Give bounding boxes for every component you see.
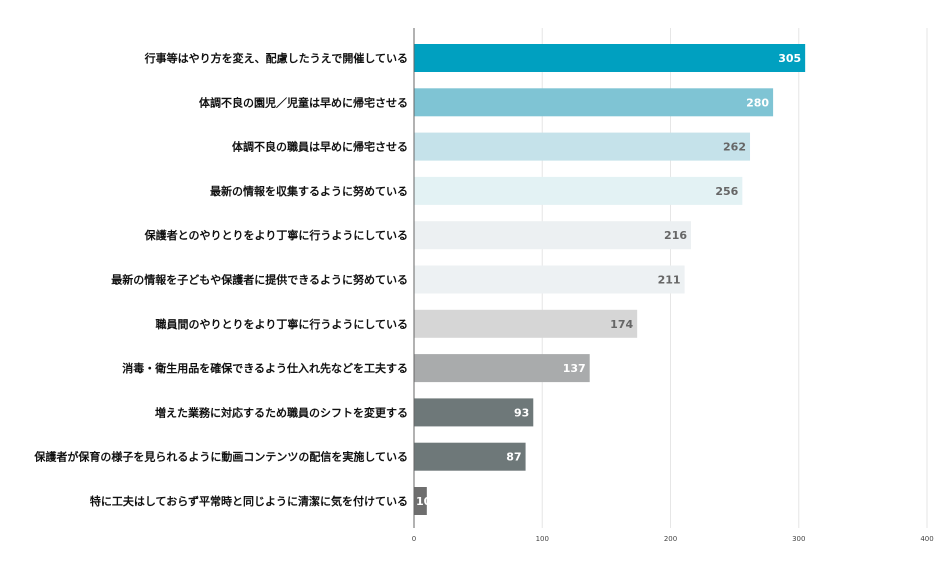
value-label: 93 [514,406,529,419]
category-label: 体調不良の職員は早めに帰宅させる [232,140,408,154]
value-labels: 305 280 262 256 216 211 174 137 93 87 10 [416,52,801,508]
bars [414,44,806,515]
x-axis-ticks: 0 100 200 300 400 [412,535,934,543]
category-label: 職員間のやりとりをより丁寧に行うようにしている [156,317,408,331]
category-labels: 行事等はやり方を変え、配慮したうえで開催している体調不良の園児／児童は早めに帰宅… [33,51,408,508]
bar [414,221,692,250]
value-label: 211 [658,274,681,287]
x-tick-label: 200 [664,535,677,543]
bar [414,44,806,72]
value-label: 87 [506,451,521,464]
category-label: 保護者が保育の様子を見られるように動画コンテンツの配信を実施している [33,450,408,464]
value-label: 256 [715,185,738,198]
bar [414,88,774,117]
category-label: 増えた業務に対応するため職員のシフトを変更する [155,405,408,419]
value-label: 305 [778,52,801,65]
category-label: 消毒・衛生用品を確保できるよう仕入れ先などを工夫する [122,361,408,375]
bar [414,265,685,294]
category-label: 特に工夫はしておらず平常時と同じように清潔に気を付けている [90,494,408,508]
x-tick-label: 0 [412,535,416,543]
bar [414,442,526,471]
category-label: 最新の情報を子どもや保護者に提供できるように努めている [111,273,408,287]
category-label: 体調不良の園児／児童は早めに帰宅させる [199,95,408,109]
category-label: 保護者とのやりとりをより丁寧に行うようにしている [144,228,408,242]
value-label: 174 [610,318,633,331]
bar [414,132,751,161]
bar [414,176,743,205]
bar [414,309,638,338]
x-tick-label: 300 [792,535,805,543]
value-label: 137 [563,362,586,375]
bar [414,354,590,383]
category-label: 最新の情報を収集するように努めている [210,184,408,198]
bar [414,487,427,515]
value-label: 216 [664,229,687,242]
value-label: 10 [416,495,432,508]
value-label: 280 [746,96,769,109]
bar [414,398,534,427]
x-tick-label: 400 [920,535,933,543]
category-label: 行事等はやり方を変え、配慮したうえで開催している [144,51,408,65]
value-label: 262 [723,141,746,154]
x-tick-label: 100 [536,535,549,543]
